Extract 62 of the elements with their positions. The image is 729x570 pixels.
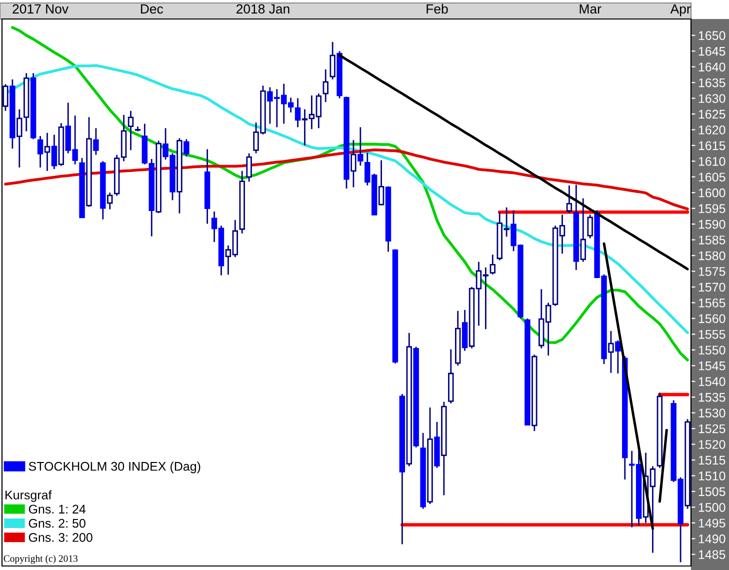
x-tick-label: Mar xyxy=(580,4,602,14)
candlestick xyxy=(322,68,328,103)
x-tick-label: 2018 Jan xyxy=(236,4,290,14)
candlestick xyxy=(44,132,50,172)
y-tick-label: 1580 xyxy=(698,251,726,260)
y-tick-label: 1545 xyxy=(698,362,726,370)
candlestick xyxy=(587,214,593,239)
y-tick-label: 1515 xyxy=(698,456,726,465)
x-tick-label: Feb xyxy=(426,4,448,14)
annotation: Copyright (c) 2013 xyxy=(4,554,78,564)
y-tick-label: 1505 xyxy=(698,487,726,496)
y-tick-label: 1540 xyxy=(698,377,726,386)
y-tick-label: 1525 xyxy=(698,424,726,434)
y-tick-label: 1570 xyxy=(698,282,726,292)
y-tick-label: 1535 xyxy=(698,392,726,402)
legend-title: Kursgraf xyxy=(6,490,52,502)
y-tick-label: 1510 xyxy=(698,472,726,480)
legend-label: STOCKHOLM 30 INDEX (Dag) xyxy=(28,462,200,474)
candlestick xyxy=(107,192,113,210)
y-tick-label: 1600 xyxy=(698,188,726,198)
y-tick-label: 1605 xyxy=(698,172,726,182)
y-tick-label: 1490 xyxy=(698,534,726,544)
line-series xyxy=(602,242,654,530)
y-tick-label: 1575 xyxy=(698,267,726,276)
y-tick-label: 1550 xyxy=(698,346,726,355)
y-tick-label: 1565 xyxy=(698,298,726,308)
y-tick-label: 1495 xyxy=(698,518,726,528)
y-tick-label: 1485 xyxy=(698,550,726,560)
y-tick-label: 1595 xyxy=(698,204,726,214)
y-tick-label: 1615 xyxy=(698,141,726,150)
y-tick-label: 1500 xyxy=(698,502,726,512)
y-tick-label: 1610 xyxy=(698,156,726,166)
legend-label: Gns. 3: 200 xyxy=(28,533,92,542)
y-tick-label: 1585 xyxy=(698,236,726,244)
candlestick xyxy=(330,41,336,80)
legend-label: Gns. 1: 24 xyxy=(28,504,86,514)
y-tick-label: 1630 xyxy=(698,94,726,103)
candlestick xyxy=(2,83,8,112)
candlestick xyxy=(128,110,134,151)
y-tick-label: 1625 xyxy=(698,110,726,119)
y-tick-label: 1645 xyxy=(698,46,726,56)
x-tick-label: 2017 Nov xyxy=(12,4,68,14)
x-tick-label: Dec xyxy=(140,4,164,14)
y-tick-label: 1560 xyxy=(698,314,726,324)
candlestick xyxy=(580,198,586,263)
y-tick-label: 1620 xyxy=(698,126,726,134)
candlestick xyxy=(350,139,356,188)
y-tick-label: 1650 xyxy=(698,31,726,40)
y-tick-label: 1520 xyxy=(698,440,726,449)
x-tick-label: Apr xyxy=(670,4,691,16)
candlestick xyxy=(246,152,252,182)
candlestick xyxy=(608,330,614,374)
y-tick-label: 1640 xyxy=(698,62,726,72)
y-tick-label: 1555 xyxy=(698,330,726,339)
candlestick xyxy=(566,184,572,214)
legend-label: Gns. 2: 50 xyxy=(28,518,86,528)
y-tick-label: 1590 xyxy=(698,220,726,229)
candlestick xyxy=(490,254,496,276)
y-tick-label: 1635 xyxy=(698,78,726,88)
candlestick xyxy=(378,160,384,206)
y-tick-label: 1530 xyxy=(698,408,726,418)
line-series xyxy=(4,148,689,210)
